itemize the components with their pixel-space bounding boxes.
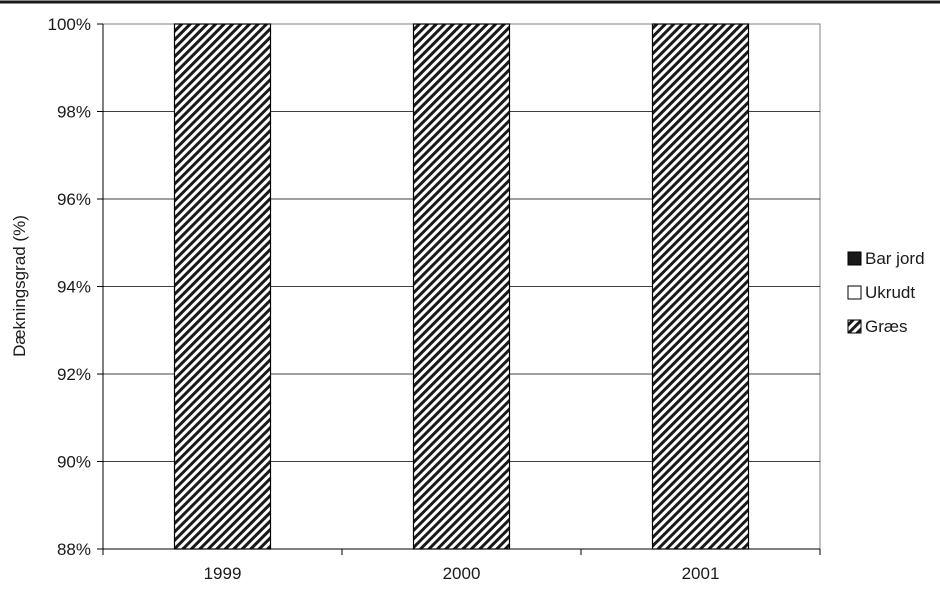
legend: Bar jord Ukrudt Græs: [847, 249, 925, 336]
axes: [97, 23, 821, 555]
bar-segment-graes: [173, 23, 272, 550]
y-tick-label: 90%: [57, 453, 91, 472]
y-tick-label: 98%: [57, 103, 91, 122]
y-axis-title: Dækningsgrad (%): [10, 215, 29, 357]
bar-segment-graes: [651, 23, 750, 550]
y-tick-label: 92%: [57, 365, 91, 384]
legend-label: Bar jord: [865, 249, 925, 268]
bars: [173, 23, 750, 550]
bar-segment-graes: [412, 23, 511, 550]
y-tick-labels: 88% 90% 92% 94% 96% 98% 100%: [48, 15, 91, 559]
legend-swatch: [847, 285, 862, 300]
x-tick-labels: 1999 2000 2001: [204, 564, 720, 583]
y-tick-label: 94%: [57, 278, 91, 297]
y-tick-label: 88%: [57, 540, 91, 559]
legend-label: Ukrudt: [865, 283, 915, 302]
x-tick-label: 2000: [443, 564, 481, 583]
x-tick-label: 2001: [682, 564, 720, 583]
x-tick-label: 1999: [204, 564, 242, 583]
legend-label: Græs: [865, 317, 908, 336]
legend-swatch: [847, 319, 862, 334]
y-tick-label: 100%: [48, 15, 91, 34]
legend-swatch: [847, 251, 862, 266]
y-tick-label: 96%: [57, 190, 91, 209]
